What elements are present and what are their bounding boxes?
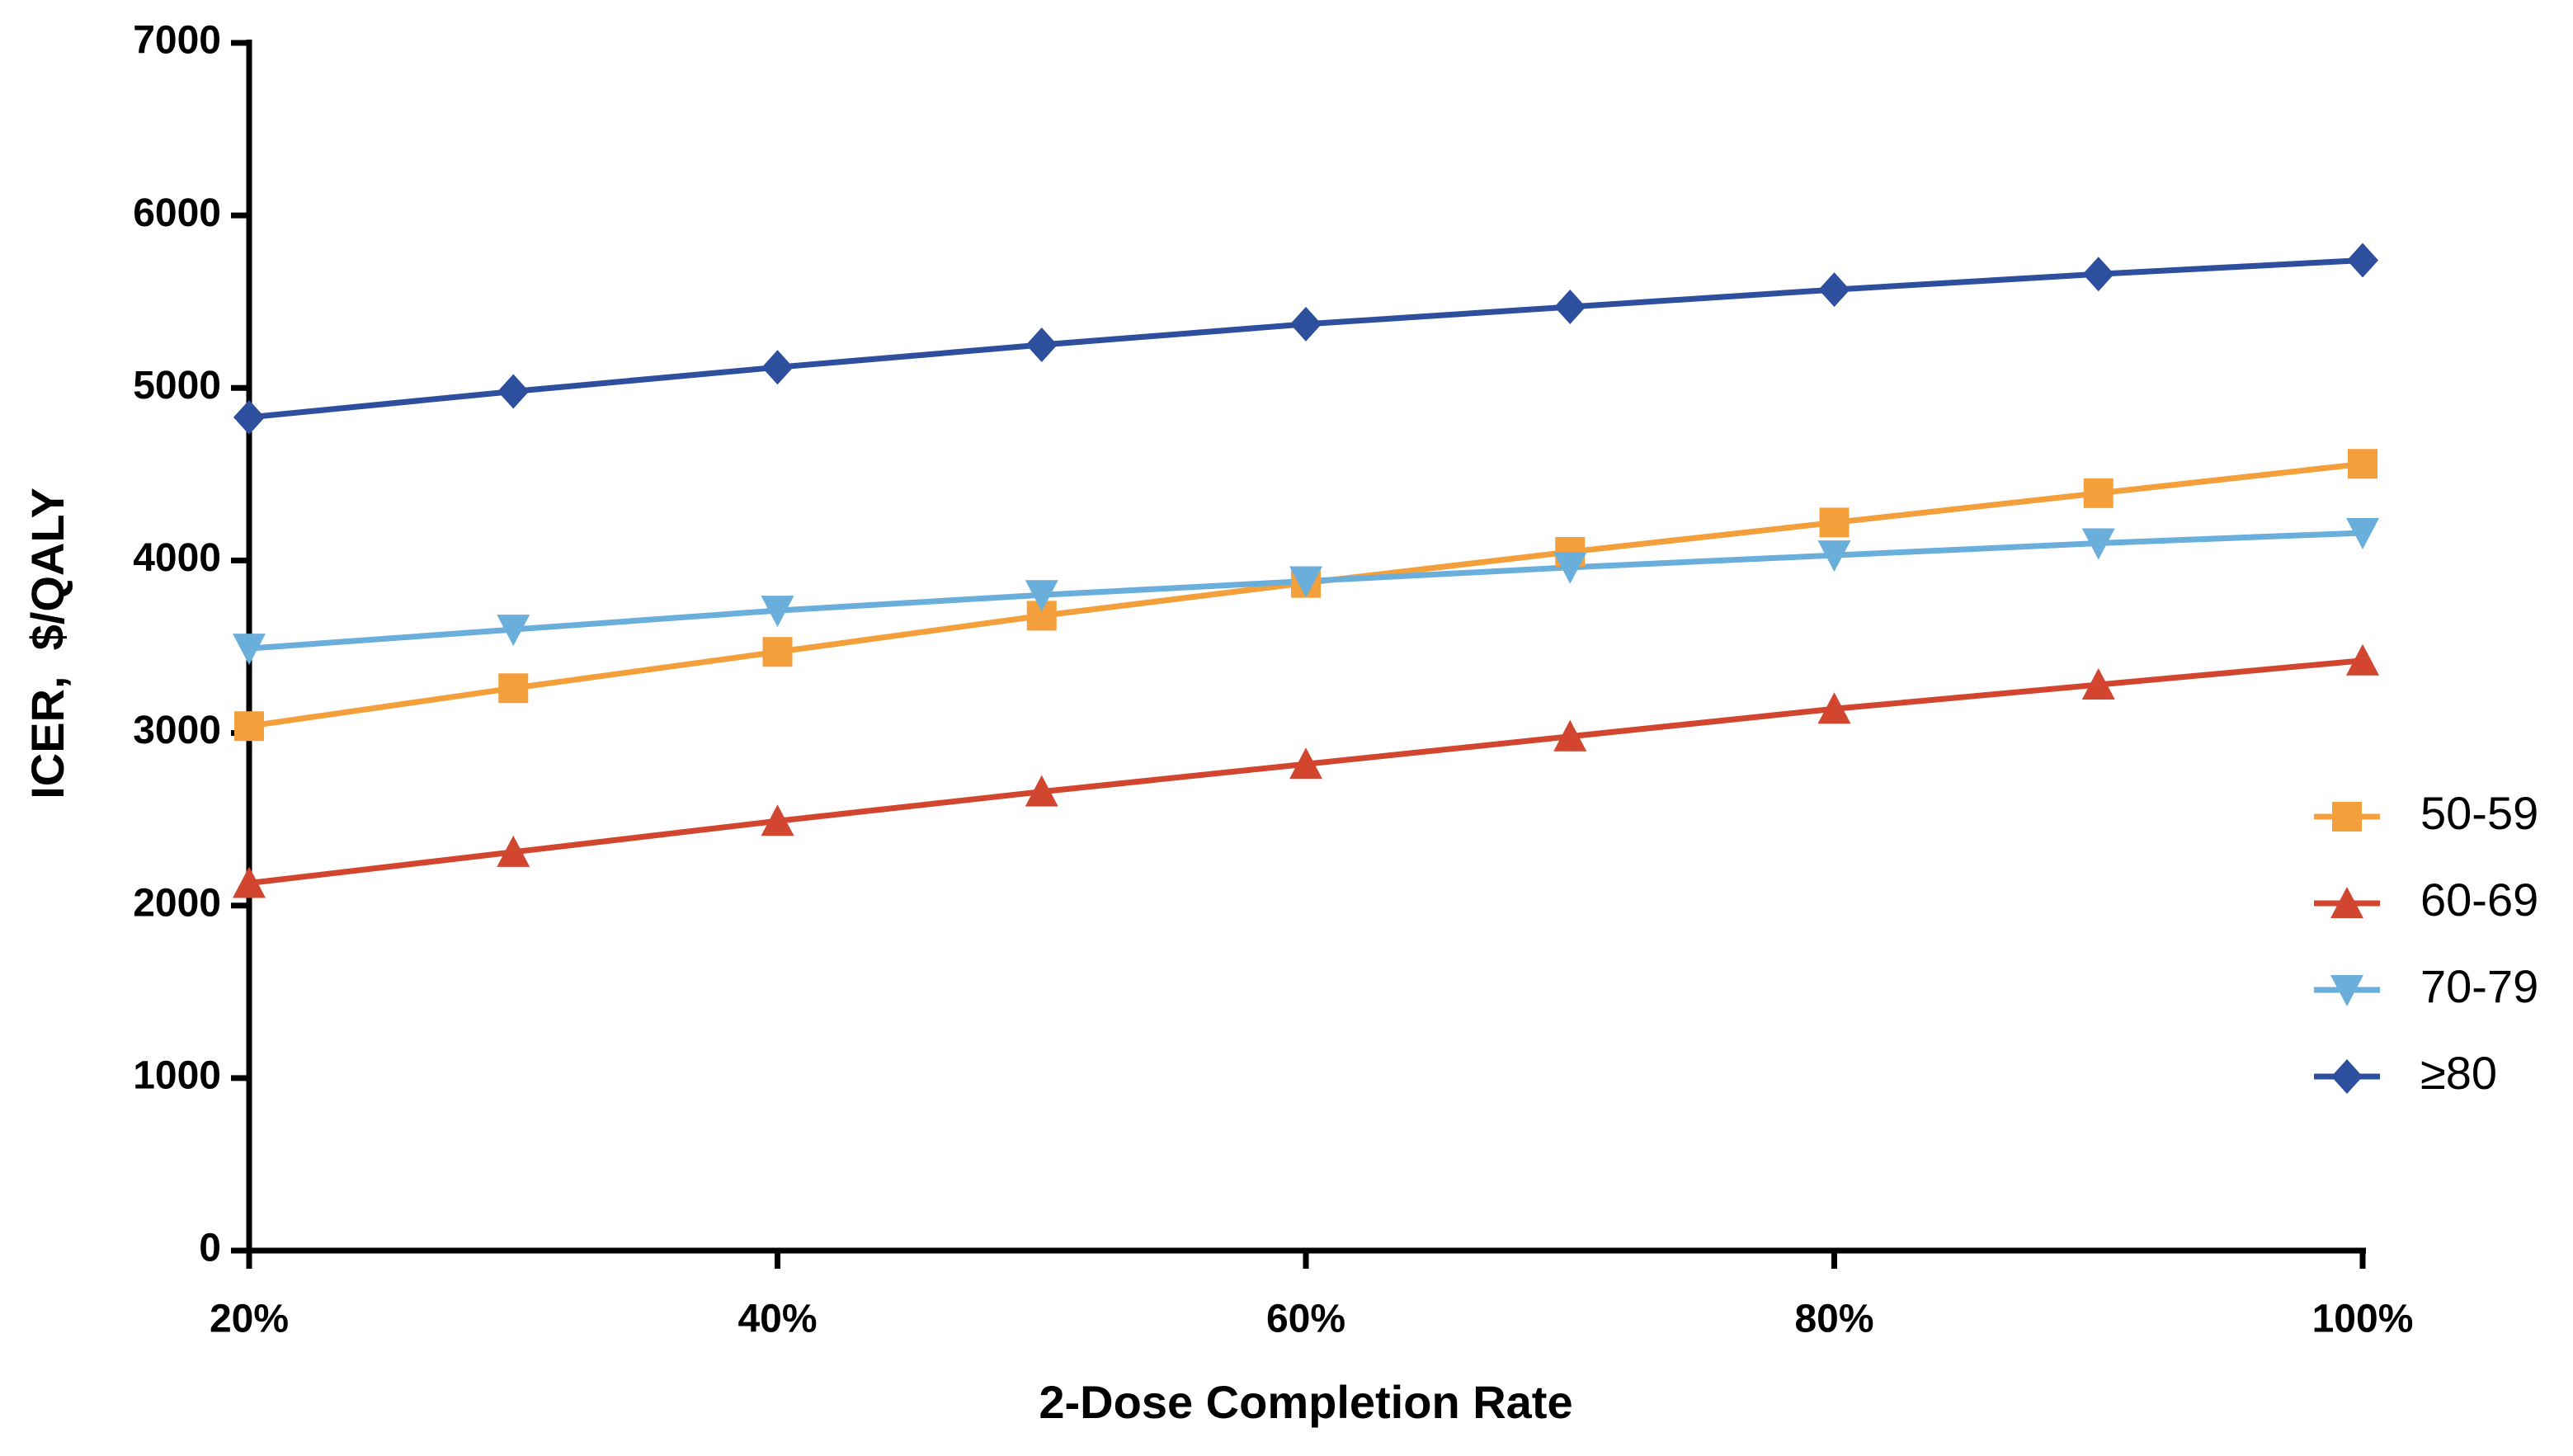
data-point: [1025, 327, 1058, 362]
y-tick-label: 5000: [133, 364, 221, 408]
x-axis-title: 2-Dose Completion Rate: [1039, 1376, 1572, 1428]
data-point: [2081, 668, 2115, 700]
x-tick-label: 80%: [1794, 1298, 1873, 1341]
legend-marker: [2330, 975, 2363, 1006]
data-point: [1026, 601, 1057, 631]
data-point: [233, 399, 265, 435]
y-tick-label: 1000: [133, 1054, 221, 1098]
data-point: [498, 673, 529, 704]
legend-label: 70-79: [2420, 960, 2538, 1012]
data-point: [234, 711, 264, 742]
data-point: [761, 350, 794, 385]
legend-label: ≥80: [2420, 1047, 2497, 1099]
legend-marker: [2331, 1059, 2363, 1094]
data-point: [761, 804, 794, 836]
x-tick-label: 40%: [737, 1298, 817, 1341]
x-tick-label: 60%: [1266, 1298, 1345, 1341]
data-point: [1025, 580, 1058, 612]
y-tick-label: 4000: [133, 536, 221, 580]
y-tick-label: 2000: [133, 881, 221, 925]
data-point: [2082, 257, 2114, 292]
data-point: [1290, 306, 1322, 342]
y-tick-label: 0: [199, 1227, 221, 1270]
data-point: [2083, 478, 2114, 508]
data-point: [233, 866, 266, 898]
data-point: [1818, 272, 1850, 308]
data-point: [497, 615, 530, 647]
data-point: [762, 637, 793, 667]
data-point: [1819, 507, 1850, 538]
data-point: [2346, 643, 2379, 676]
data-point: [497, 374, 530, 409]
data-point: [1553, 552, 1587, 584]
data-point: [2346, 517, 2379, 549]
data-point: [1289, 566, 1322, 598]
y-tick-label: 3000: [133, 709, 221, 752]
data-point: [497, 835, 530, 867]
data-point: [1289, 747, 1322, 780]
x-tick-label: 100%: [2312, 1298, 2414, 1341]
data-point: [1025, 775, 1058, 807]
legend-marker: [2330, 887, 2363, 918]
y-tick-label: 7000: [133, 19, 221, 63]
data-point: [233, 634, 266, 666]
data-point: [2347, 243, 2378, 278]
legend-label: 50-59: [2420, 787, 2538, 839]
data-point: [761, 596, 794, 628]
data-point: [1817, 692, 1851, 724]
y-axis-title: ICER, $/QALY: [21, 488, 73, 799]
legend-label: 60-69: [2420, 874, 2538, 926]
data-point: [1817, 540, 1851, 573]
data-point: [2081, 528, 2115, 560]
data-point: [2348, 449, 2377, 479]
legend-marker: [2332, 802, 2362, 832]
data-point: [1553, 719, 1587, 752]
data-point: [1554, 289, 1586, 324]
y-tick-label: 6000: [133, 191, 221, 235]
x-tick-label: 20%: [210, 1298, 289, 1341]
